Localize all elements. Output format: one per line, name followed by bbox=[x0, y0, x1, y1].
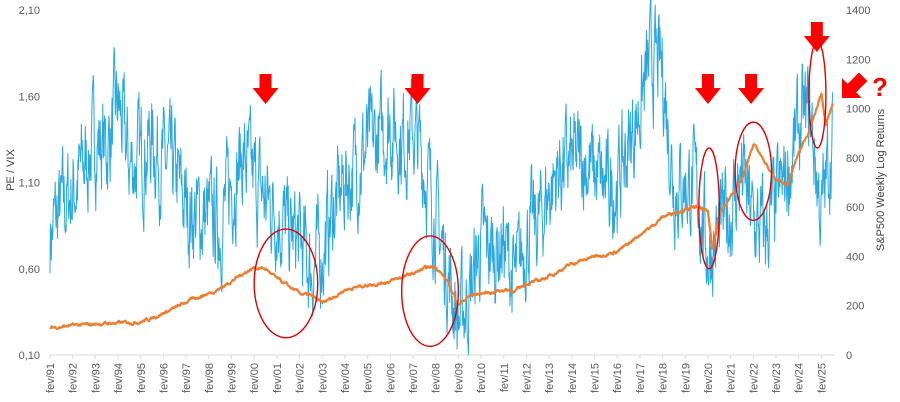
y-left-tick-label: 0,60 bbox=[19, 264, 40, 276]
x-tick-label: fev/95 bbox=[136, 363, 148, 393]
y-left-tick-label: 2,10 bbox=[19, 5, 40, 17]
highlight-circle bbox=[808, 40, 827, 149]
x-tick-label: fev/93 bbox=[90, 363, 102, 393]
y-right-ticks: 0 200 400 600 800 1000 1200 1400 bbox=[846, 5, 870, 362]
x-tick-label: fev/10 bbox=[476, 363, 488, 393]
question-mark: ? bbox=[872, 72, 888, 102]
x-tick-label: fev/21 bbox=[726, 363, 738, 393]
x-tick-label: fev/12 bbox=[521, 363, 533, 393]
x-tick-label: fev/16 bbox=[612, 363, 624, 393]
x-tick-label: fev/02 bbox=[295, 363, 307, 393]
y-right-tick-label: 1000 bbox=[846, 104, 870, 116]
y-left-ticks: 0,10 0,60 1,10 1,60 2,10 bbox=[19, 5, 40, 362]
y-right-tick-label: 1400 bbox=[846, 5, 870, 17]
x-tick-label: fev/17 bbox=[635, 363, 647, 393]
y-right-tick-label: 800 bbox=[846, 153, 864, 165]
x-tick-label: fev/08 bbox=[431, 363, 443, 393]
red-arrow bbox=[738, 74, 765, 104]
x-tick-label: fev/09 bbox=[453, 363, 465, 393]
x-tick-label: fev/13 bbox=[544, 363, 556, 393]
red-arrow bbox=[252, 74, 279, 104]
highlight-circle bbox=[400, 235, 460, 348]
y-left-label: PE / VIX bbox=[5, 149, 17, 191]
series-layer bbox=[49, 0, 834, 356]
red-arrow-tilted bbox=[842, 72, 868, 98]
x-tick-label: fev/98 bbox=[204, 363, 216, 393]
x-tick-label: fev/22 bbox=[748, 363, 760, 393]
x-tick-label: fev/00 bbox=[249, 363, 261, 393]
x-tick-label: fev/14 bbox=[567, 363, 579, 393]
x-tick-label: fev/05 bbox=[363, 363, 375, 393]
x-ticks: fev/91 fev/92 fev/93 fev/94 fev/95 fev/96 fev/… bbox=[45, 355, 828, 393]
y-right-tick-label: 200 bbox=[846, 301, 864, 313]
y-right-label: S&P500 Weekly Log Returns bbox=[875, 108, 887, 251]
y-right-tick-label: 400 bbox=[846, 251, 864, 263]
y-left-tick-label: 1,60 bbox=[19, 91, 40, 103]
red-arrow bbox=[404, 74, 431, 104]
x-tick-label: fev/19 bbox=[680, 363, 692, 393]
x-tick-label: fev/97 bbox=[181, 363, 193, 393]
highlight-circle bbox=[253, 228, 319, 339]
x-tick-label: fev/04 bbox=[340, 363, 352, 393]
x-tick-label: fev/94 bbox=[113, 363, 125, 393]
x-tick-label: fev/25 bbox=[816, 363, 828, 393]
red-arrow bbox=[694, 74, 721, 104]
series-line-2 bbox=[49, 92, 834, 330]
y-left-tick-label: 0,10 bbox=[19, 350, 40, 362]
x-tick-label: fev/15 bbox=[590, 363, 602, 393]
red-arrow bbox=[803, 22, 830, 52]
y-right-tick-label: 1200 bbox=[846, 54, 870, 66]
x-tick-label: fev/99 bbox=[227, 363, 239, 393]
x-tick-label: fev/24 bbox=[794, 363, 806, 393]
x-tick-label: fev/06 bbox=[385, 363, 397, 393]
x-tick-label: fev/92 bbox=[68, 363, 80, 393]
x-tick-label: fev/96 bbox=[158, 363, 170, 393]
x-tick-label: fev/01 bbox=[272, 363, 284, 393]
highlight-circle bbox=[698, 147, 720, 270]
y-right-tick-label: 0 bbox=[846, 350, 852, 362]
x-tick-label: fev/07 bbox=[408, 363, 420, 393]
x-tick-label: fev/11 bbox=[499, 363, 511, 392]
x-tick-label: fev/03 bbox=[317, 363, 329, 393]
series-line-1 bbox=[49, 0, 834, 356]
y-left-tick-label: 1,10 bbox=[19, 178, 40, 190]
x-tick-label: fev/23 bbox=[771, 363, 783, 393]
highlight-circle bbox=[734, 121, 773, 222]
y-right-tick-label: 600 bbox=[846, 202, 864, 214]
x-tick-label: fev/18 bbox=[658, 363, 670, 393]
x-tick-label: fev/20 bbox=[703, 363, 715, 393]
x-tick-label: fev/91 bbox=[45, 363, 57, 393]
annotations: ? bbox=[252, 22, 888, 348]
